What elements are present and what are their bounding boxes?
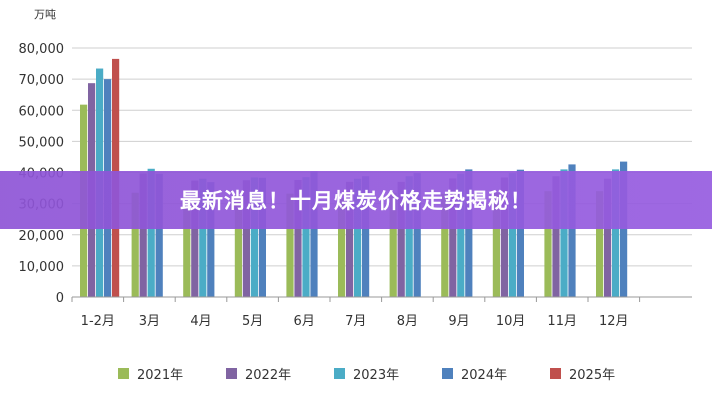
bar bbox=[500, 177, 508, 297]
bar bbox=[242, 180, 250, 297]
x-tick-label: 9月 bbox=[448, 314, 469, 329]
x-tick-label: 4月 bbox=[190, 314, 211, 329]
bar bbox=[568, 164, 576, 297]
bar bbox=[441, 193, 449, 297]
bar bbox=[552, 176, 560, 297]
bar bbox=[207, 182, 215, 297]
legend-label: 2024年 bbox=[461, 368, 508, 383]
y-tick-label: 0 bbox=[56, 291, 64, 306]
bar bbox=[286, 193, 294, 297]
bar bbox=[560, 169, 568, 297]
x-tick-label: 6月 bbox=[294, 314, 315, 329]
y-tick-label: 10,000 bbox=[19, 260, 65, 275]
chart-legend: 2021年 2022年 2023年 2024年 2025年 bbox=[0, 362, 712, 386]
y-tick-label: 50,000 bbox=[19, 135, 65, 150]
bar bbox=[465, 169, 473, 297]
bar bbox=[354, 178, 362, 297]
bar bbox=[310, 171, 318, 297]
x-tick-label: 12月 bbox=[599, 314, 629, 329]
bar bbox=[183, 195, 191, 297]
bar bbox=[346, 181, 354, 297]
legend-label: 2022年 bbox=[245, 368, 292, 383]
bar bbox=[362, 176, 370, 297]
x-tick-label: 10月 bbox=[496, 314, 526, 329]
bar bbox=[294, 179, 302, 297]
legend-swatch bbox=[442, 368, 453, 379]
x-tick-label: 7月 bbox=[345, 314, 366, 329]
bar bbox=[234, 194, 242, 297]
legend-item: 2023年 bbox=[334, 364, 399, 383]
bar bbox=[620, 161, 628, 297]
x-tick-label: 1-2月 bbox=[81, 314, 115, 329]
bar bbox=[191, 180, 199, 297]
legend-label: 2025年 bbox=[569, 368, 616, 383]
bar bbox=[457, 173, 465, 297]
headline-banner: 最新消息！十月煤炭价格走势揭秘！ bbox=[0, 171, 712, 229]
legend-item: 2022年 bbox=[226, 364, 291, 383]
x-tick-label: 11月 bbox=[547, 314, 577, 329]
bar bbox=[389, 192, 397, 297]
bar bbox=[155, 173, 163, 297]
legend-swatch bbox=[334, 368, 345, 379]
bar bbox=[492, 192, 500, 297]
x-tick-label: 3月 bbox=[139, 314, 160, 329]
y-axis-unit-label: 万吨 bbox=[34, 8, 56, 21]
bar bbox=[596, 191, 604, 297]
bar bbox=[405, 176, 413, 297]
bar bbox=[397, 181, 405, 297]
legend-item: 2021年 bbox=[118, 364, 183, 383]
y-tick-label: 70,000 bbox=[19, 73, 65, 88]
bar bbox=[516, 169, 524, 297]
x-axis-ticks: 1-2月 3月 4月 5月 6月 7月 8月 9月 10月 11月 12月 bbox=[71, 297, 641, 329]
bar bbox=[604, 178, 612, 297]
bar bbox=[544, 191, 552, 297]
legend-item: 2025年 bbox=[550, 364, 615, 383]
legend-swatch bbox=[118, 368, 129, 379]
headline-text: 最新消息！十月煤炭价格走势揭秘！ bbox=[180, 189, 532, 213]
y-tick-label: 80,000 bbox=[19, 42, 65, 57]
bar bbox=[612, 169, 620, 297]
bar bbox=[199, 178, 207, 297]
legend-swatch bbox=[226, 368, 237, 379]
y-tick-label: 20,000 bbox=[19, 229, 65, 244]
legend-item: 2024年 bbox=[442, 364, 507, 383]
legend-swatch bbox=[550, 368, 561, 379]
x-tick-label: 8月 bbox=[397, 314, 418, 329]
bar bbox=[508, 173, 516, 297]
bar bbox=[449, 178, 457, 297]
legend-label: 2021年 bbox=[137, 368, 184, 383]
y-tick-label: 60,000 bbox=[19, 104, 65, 119]
bar bbox=[139, 173, 147, 297]
bar bbox=[250, 177, 258, 297]
legend-label: 2023年 bbox=[353, 368, 400, 383]
bar bbox=[131, 192, 139, 297]
x-tick-label: 5月 bbox=[242, 314, 263, 329]
bar bbox=[302, 177, 310, 297]
bar bbox=[338, 198, 346, 297]
bar bbox=[147, 168, 155, 297]
bar bbox=[258, 177, 266, 297]
bar bbox=[413, 173, 421, 297]
